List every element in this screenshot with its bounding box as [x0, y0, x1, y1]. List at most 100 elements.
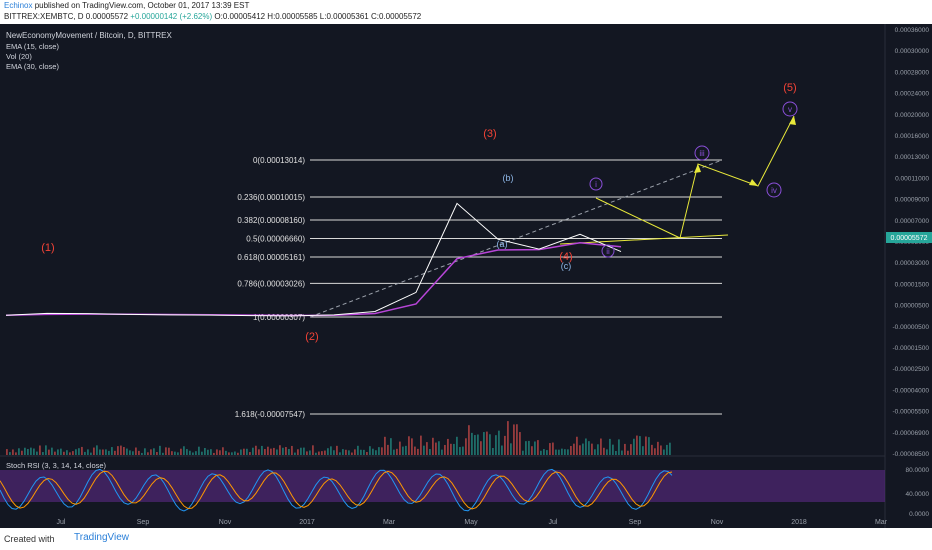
- x-tick-label: Nov: [711, 519, 724, 526]
- volume-bar: [45, 445, 47, 455]
- volume-bar: [237, 452, 239, 455]
- volume-bar: [279, 445, 281, 455]
- wave-label-5: (5): [783, 82, 796, 94]
- volume-bar: [486, 431, 488, 455]
- volume-bar: [507, 421, 509, 455]
- volume-bar: [102, 449, 104, 455]
- volume-bar: [639, 436, 641, 455]
- volume-bar: [87, 449, 89, 455]
- volume-bar: [591, 443, 593, 455]
- x-tick-label: 2017: [299, 519, 315, 526]
- volume-bar: [516, 424, 518, 455]
- volume-bar: [90, 452, 92, 455]
- volume-bar: [51, 447, 53, 455]
- wave-label-1: (1): [41, 242, 54, 254]
- legend-vol: Vol (20): [6, 52, 32, 61]
- volume-bar: [612, 444, 614, 455]
- current-price-label: 0.00005572: [891, 235, 928, 242]
- volume-bar: [12, 449, 14, 455]
- y-tick-label: -0.00005500: [892, 409, 929, 416]
- volume-bar: [207, 449, 209, 455]
- current-price-tag: [886, 232, 932, 243]
- volume-bar: [531, 446, 533, 455]
- x-tick-label: Sep: [629, 519, 642, 526]
- y-tick-label: -0.00001500: [892, 345, 929, 352]
- volume-bar: [582, 443, 584, 455]
- tradingview-logo[interactable]: TradingView: [74, 532, 130, 543]
- volume-bar: [99, 449, 101, 455]
- volume-bar: [303, 447, 305, 455]
- volume-bar: [183, 446, 185, 455]
- volume-bar: [327, 448, 329, 455]
- volume-bar: [186, 449, 188, 455]
- volume-bar: [417, 448, 419, 455]
- volume-bar: [6, 449, 8, 455]
- x-tick-label: Nov: [219, 519, 232, 526]
- volume-bar: [60, 448, 62, 455]
- chart-header: Echinox published on TradingView.com, Oc…: [0, 0, 932, 24]
- volume-bar: [606, 449, 608, 455]
- volume-bar: [171, 451, 173, 455]
- y-tick-label: 0.00016000: [895, 133, 930, 140]
- y-tick-label: 0.00001500: [895, 281, 930, 288]
- volume-bar: [546, 450, 548, 455]
- volume-bar: [228, 452, 230, 455]
- volume-bar: [111, 447, 113, 455]
- volume-bar: [108, 450, 110, 455]
- volume-bar: [333, 450, 335, 455]
- publish-line: Echinox published on TradingView.com, Oc…: [4, 1, 249, 10]
- volume-bar: [27, 449, 29, 455]
- volume-bar: [450, 443, 452, 455]
- volume-bar: [342, 449, 344, 455]
- price-chart-svg[interactable]: 0.00036000 0.00030000 0.00028000 0.00024000…: [0, 24, 932, 528]
- volume-bar: [633, 438, 635, 455]
- volume-bar: [138, 450, 140, 455]
- volume-bar: [366, 451, 368, 455]
- volume-bar: [150, 449, 152, 455]
- volume-bar: [219, 450, 221, 455]
- volume-bar: [348, 450, 350, 455]
- author-link[interactable]: Echinox: [4, 1, 33, 10]
- wave-circle-i: [589, 177, 603, 191]
- volume-bar: [600, 438, 602, 455]
- volume-bar: [114, 450, 116, 455]
- volume-bar: [297, 449, 299, 455]
- forecast-path: [679, 115, 795, 239]
- volume-bar: [642, 446, 644, 455]
- volume-bar: [432, 437, 434, 455]
- y-tick-label: -0.00000500: [892, 324, 929, 331]
- volume-bar: [225, 450, 227, 455]
- volume-bar: [129, 450, 131, 455]
- legend-ema15: EMA (15, close): [6, 42, 59, 51]
- volume-bar: [660, 445, 662, 455]
- volume-bar: [459, 447, 461, 455]
- volume-bar: [402, 446, 404, 455]
- volume-bar: [57, 449, 59, 455]
- volume-bar: [597, 444, 599, 455]
- volume-bar: [84, 451, 86, 455]
- chart-area[interactable]: 0.00036000 0.00030000 0.00028000 0.00024000…: [0, 24, 932, 528]
- volume-bar: [288, 448, 290, 455]
- volume-bar: [522, 450, 524, 455]
- volume-bar: [69, 452, 71, 455]
- volume-bar: [252, 447, 254, 455]
- volume-bar: [105, 449, 107, 455]
- volume-bar: [387, 444, 389, 455]
- volume-bar: [123, 447, 125, 455]
- volume-bar: [471, 432, 473, 455]
- volume-bar: [267, 446, 269, 455]
- volume-bar: [555, 449, 557, 455]
- volume-bar: [615, 450, 617, 455]
- wave-circle-ii: [601, 244, 615, 258]
- volume-bar: [540, 450, 542, 455]
- volume-bars: [6, 421, 671, 455]
- wave-label-4: (4): [559, 251, 572, 263]
- volume-bar: [453, 443, 455, 455]
- volume-bar: [156, 451, 158, 455]
- wave-label-iii: iii: [699, 149, 705, 158]
- volume-bar: [30, 447, 32, 455]
- fib-level-label: 0(0.00013014): [253, 156, 305, 165]
- volume-bar: [435, 442, 437, 455]
- volume-bar: [318, 451, 320, 455]
- volume-bar: [222, 447, 224, 455]
